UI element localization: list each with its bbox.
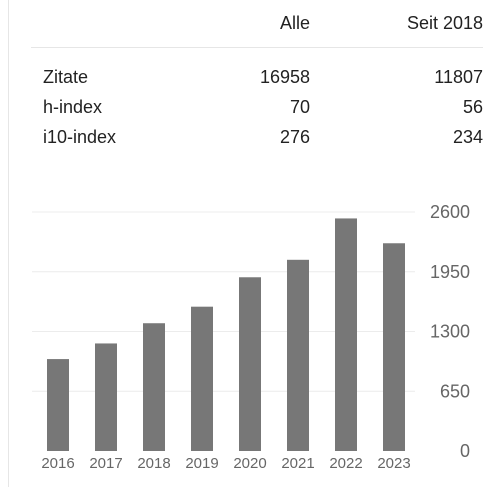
x-tick-label-2019: 2019 <box>185 455 218 472</box>
x-tick-label-2021: 2021 <box>281 455 314 472</box>
header-all: Alle <box>191 0 310 48</box>
y-tick-label: 2600 <box>430 202 470 222</box>
stats-header-row: Alle Seit 2018 <box>31 0 483 48</box>
stats-row-citations: Zitate 16958 11807 <box>31 48 483 93</box>
x-tick-label-2017: 2017 <box>89 455 122 472</box>
x-tick-label-2022: 2022 <box>329 455 362 472</box>
x-tick-label-2023: 2023 <box>377 455 410 472</box>
stats-row-h-index: h-index 70 56 <box>31 92 483 122</box>
header-since-2018: Seit 2018 <box>310 0 483 48</box>
citation-stats-table: Alle Seit 2018 Zitate 16958 11807 h-inde… <box>31 0 483 152</box>
panel-left-border <box>8 0 9 487</box>
metric-label: Zitate <box>43 66 89 87</box>
bar-2020[interactable] <box>239 277 261 451</box>
bar-2023[interactable] <box>383 243 405 451</box>
bar-2017[interactable] <box>95 343 117 451</box>
value-since: 234 <box>452 126 483 147</box>
bar-2021[interactable] <box>287 259 309 451</box>
value-since: 11807 <box>434 66 483 87</box>
bar-2018[interactable] <box>143 323 165 451</box>
y-tick-label: 1950 <box>430 262 470 282</box>
x-tick-label-2018: 2018 <box>137 455 170 472</box>
x-tick-label-2016: 2016 <box>41 455 74 472</box>
bar-2016[interactable] <box>47 359 69 451</box>
value-all: 276 <box>279 126 310 147</box>
value-all: 70 <box>289 96 310 117</box>
metric-label: i10-index <box>43 126 117 147</box>
value-all: 16958 <box>259 66 310 87</box>
bar-2022[interactable] <box>335 218 357 451</box>
y-tick-label: 0 <box>460 441 470 461</box>
metric-label: h-index <box>43 96 103 117</box>
bar-2019[interactable] <box>191 306 213 451</box>
y-tick-label: 650 <box>440 381 470 401</box>
stats-row-i10-index: i10-index 276 234 <box>31 122 483 152</box>
header-metric <box>31 0 191 48</box>
y-tick-label: 1300 <box>430 322 470 342</box>
value-since: 56 <box>462 96 483 117</box>
x-tick-label-2020: 2020 <box>233 455 266 472</box>
